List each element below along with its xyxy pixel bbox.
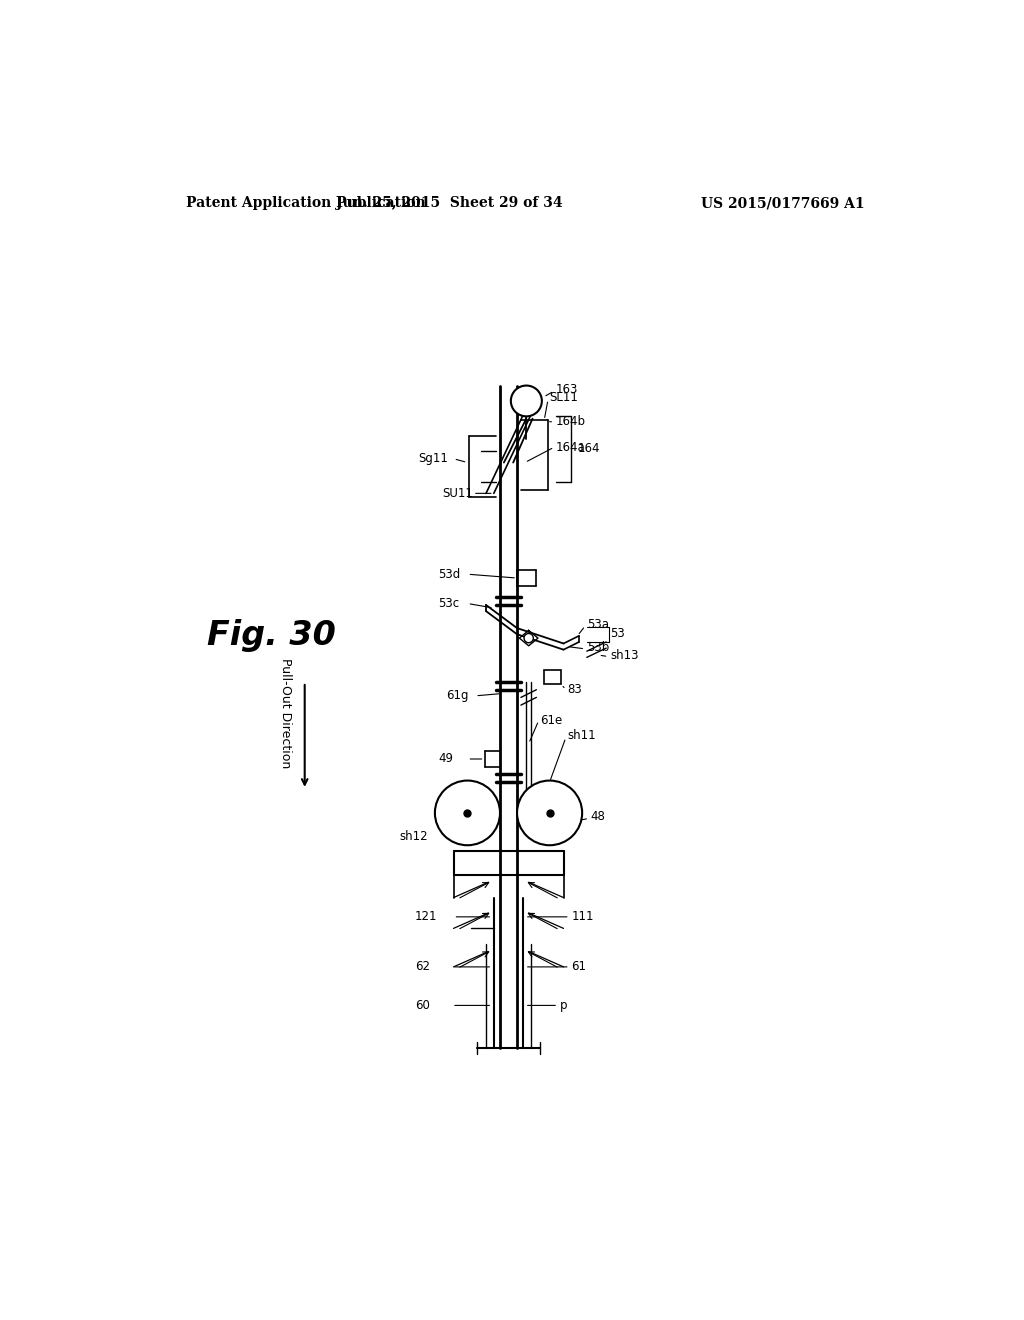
Text: 61: 61 — [571, 961, 587, 973]
Text: 53d: 53d — [438, 568, 460, 581]
Circle shape — [517, 780, 583, 845]
Text: 60: 60 — [415, 999, 430, 1012]
Text: 48: 48 — [591, 810, 605, 824]
Text: sh12: sh12 — [399, 829, 428, 842]
Text: 164: 164 — [578, 442, 600, 455]
Text: Sg11: Sg11 — [419, 453, 449, 465]
Text: sh11: sh11 — [567, 730, 596, 742]
Text: SL11: SL11 — [550, 391, 579, 404]
Text: 121: 121 — [415, 911, 437, 924]
Text: sh13: sh13 — [610, 648, 639, 661]
Text: 53b: 53b — [587, 640, 609, 653]
Text: Jun. 25, 2015  Sheet 29 of 34: Jun. 25, 2015 Sheet 29 of 34 — [336, 197, 563, 210]
Text: 53: 53 — [610, 627, 625, 640]
Circle shape — [435, 780, 500, 845]
Text: 164b: 164b — [556, 416, 586, 428]
Text: 111: 111 — [571, 911, 594, 924]
Text: p: p — [560, 999, 567, 1012]
Text: 164a: 164a — [556, 441, 586, 454]
Text: Patent Application Publication: Patent Application Publication — [186, 197, 426, 210]
Circle shape — [524, 634, 534, 643]
Text: 53a: 53a — [587, 618, 609, 631]
Text: 163: 163 — [556, 383, 579, 396]
Text: Pull-Out Direction: Pull-Out Direction — [280, 657, 292, 768]
Text: 53c: 53c — [438, 597, 459, 610]
Text: 83: 83 — [567, 684, 583, 696]
FancyBboxPatch shape — [544, 671, 561, 684]
Text: SU11: SU11 — [442, 487, 473, 500]
Circle shape — [511, 385, 542, 416]
Text: Fig. 30: Fig. 30 — [207, 619, 336, 652]
Text: US 2015/0177669 A1: US 2015/0177669 A1 — [700, 197, 864, 210]
Text: 49: 49 — [438, 752, 453, 766]
Text: 61g: 61g — [445, 689, 468, 702]
Text: 61e: 61e — [541, 714, 562, 727]
Text: 62: 62 — [415, 961, 430, 973]
